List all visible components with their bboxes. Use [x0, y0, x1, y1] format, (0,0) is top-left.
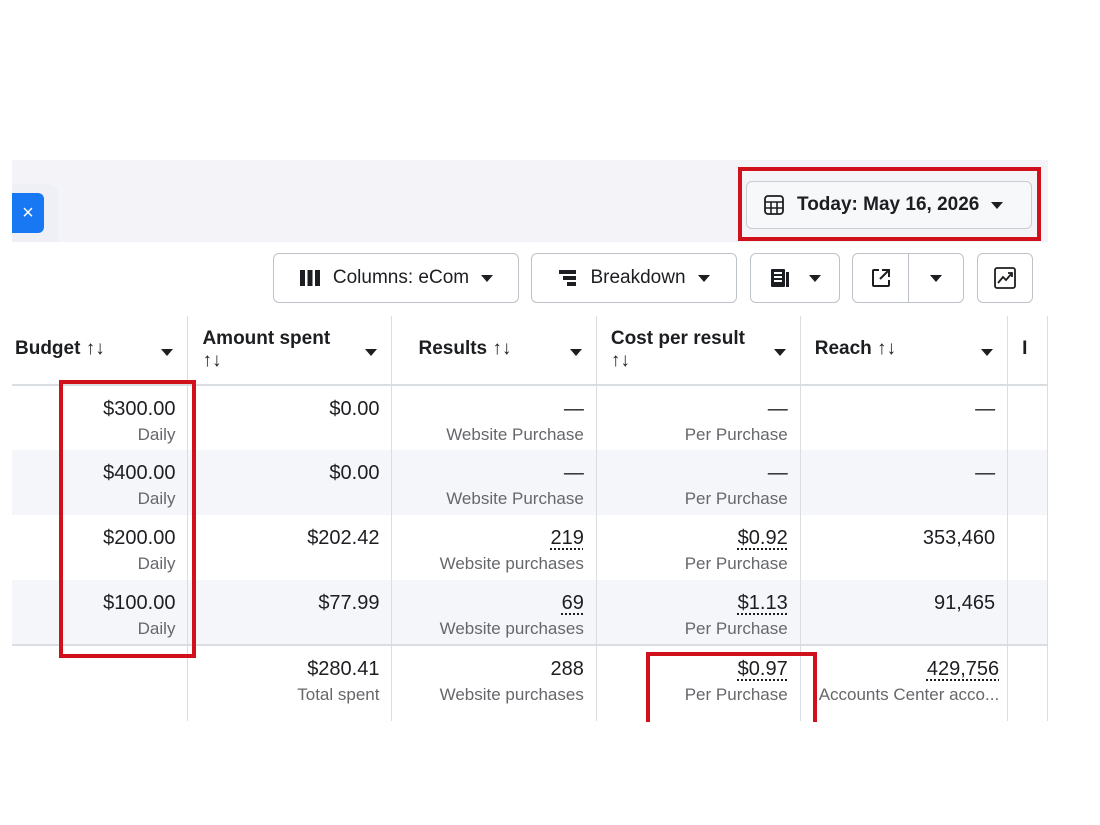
- chevron-down-icon: [981, 349, 994, 356]
- reach-value: 353,460: [922, 527, 996, 549]
- export-icon: [853, 254, 910, 302]
- cost-per-result-value[interactable]: $1.13: [737, 592, 788, 614]
- results-value[interactable]: 219: [550, 527, 584, 549]
- reach-value: —: [975, 398, 996, 420]
- close-icon[interactable]: ×: [12, 193, 44, 233]
- column-header-amount-spent[interactable]: Amount spent ↑↓: [187, 316, 393, 386]
- chevron-down-icon: [697, 274, 710, 282]
- chevron-down-icon: [481, 274, 494, 282]
- amount-spent-value: $0.00: [329, 462, 380, 484]
- column-header-next[interactable]: I: [1007, 316, 1048, 386]
- export-menu-button[interactable]: [909, 254, 963, 302]
- chart-button[interactable]: [977, 253, 1033, 303]
- campaign-table: Budget ↑↓ Amount spent ↑↓ Results ↑↓ Cos…: [12, 316, 1048, 721]
- budget-type: Daily: [137, 489, 176, 508]
- table-row[interactable]: $100.00 Daily $77.99 69 Website purchases …: [12, 580, 1048, 645]
- total-cost-label: Per Purchase: [684, 685, 788, 704]
- budget-value: $100.00: [103, 592, 176, 614]
- date-range-button[interactable]: Today: May 16, 2026: [746, 181, 1032, 229]
- highlight-box: [646, 652, 817, 722]
- cost-type: Per Purchase: [684, 554, 788, 573]
- cost-per-result-value: —: [767, 462, 788, 484]
- table-row[interactable]: $400.00 Daily $0.00 — Website Purchase — Pe…: [12, 450, 1048, 515]
- reports-button[interactable]: [750, 253, 840, 303]
- sort-icon: ↑↓: [610, 350, 630, 371]
- column-label: Budget: [15, 338, 81, 359]
- total-reach[interactable]: 429,756: [926, 658, 1000, 680]
- budget-type: Daily: [137, 425, 176, 444]
- trend-chart-icon: [993, 266, 1017, 290]
- table-row[interactable]: $200.00 Daily $202.42 219 Website purchase…: [12, 515, 1048, 580]
- columns-label: Columns: eCom: [332, 267, 470, 288]
- column-header-budget[interactable]: Budget ↑↓: [12, 316, 189, 386]
- breakdown-label: Breakdown: [590, 267, 686, 288]
- table-row[interactable]: $300.00 Daily $0.00 — Website Purchase — Pe…: [12, 385, 1048, 450]
- column-label: Amount spent: [202, 328, 331, 349]
- results-value[interactable]: 69: [561, 592, 584, 614]
- total-results-label: Website purchases: [439, 685, 584, 704]
- column-header-results[interactable]: Results ↑↓: [391, 316, 597, 386]
- budget-type: Daily: [137, 554, 176, 573]
- columns-button[interactable]: Columns: eCom: [273, 253, 519, 303]
- export-button[interactable]: [852, 253, 964, 303]
- chevron-down-icon: [569, 349, 582, 356]
- cost-type: Per Purchase: [684, 489, 788, 508]
- highlight-box: [738, 167, 1041, 241]
- highlight-box: [59, 380, 196, 658]
- sort-icon: ↑↓: [202, 350, 222, 371]
- chevron-down-icon: [991, 201, 1004, 209]
- column-label: Cost per result: [610, 328, 745, 349]
- total-reach-label: Accounts Center acco...: [818, 685, 1000, 704]
- chevron-down-icon: [930, 274, 943, 282]
- calendar-icon: [763, 194, 785, 216]
- column-label: I: [1022, 338, 1028, 359]
- results-type: Website Purchase: [446, 425, 584, 444]
- reports-icon: [769, 267, 791, 289]
- amount-spent-value: $77.99: [318, 592, 380, 614]
- chevron-down-icon: [365, 349, 378, 356]
- reach-value: 91,465: [934, 592, 996, 614]
- total-amount-label: Total spent: [297, 685, 380, 704]
- total-amount-spent: $280.41: [307, 658, 380, 680]
- amount-spent-value: $202.42: [307, 527, 380, 549]
- chevron-down-icon: [161, 349, 174, 356]
- breakdown-button[interactable]: Breakdown: [531, 253, 737, 303]
- column-header-cost-per-result[interactable]: Cost per result ↑↓: [596, 316, 801, 386]
- sort-icon: ↑↓: [85, 338, 105, 359]
- results-value: —: [563, 398, 584, 420]
- results-type: Website purchases: [439, 619, 584, 638]
- budget-value: $400.00: [103, 462, 176, 484]
- date-range-label: Today: May 16, 2026: [797, 194, 980, 215]
- table-header-row: Budget ↑↓ Amount spent ↑↓ Results ↑↓ Cos…: [12, 316, 1048, 386]
- budget-type: Daily: [137, 619, 176, 638]
- budget-value: $200.00: [103, 527, 176, 549]
- column-label: Results: [418, 338, 488, 359]
- total-cost-per-result[interactable]: $0.97: [737, 658, 788, 680]
- columns-icon: [299, 269, 321, 287]
- cost-per-result-value: —: [767, 398, 788, 420]
- chevron-down-icon: [809, 274, 821, 282]
- sort-icon: ↑↓: [877, 338, 897, 359]
- cost-type: Per Purchase: [684, 619, 788, 638]
- total-results: 288: [550, 658, 584, 680]
- chevron-down-icon: [773, 349, 786, 356]
- results-value: —: [563, 462, 584, 484]
- reach-value: —: [975, 462, 996, 484]
- ads-manager-panel: × Today: May 16, 2026 Columns: eCom Brea…: [12, 160, 1048, 722]
- breakdown-icon: [558, 268, 578, 288]
- results-type: Website Purchase: [446, 489, 584, 508]
- column-label: Reach: [814, 338, 872, 359]
- cost-type: Per Purchase: [684, 425, 788, 444]
- sort-icon: ↑↓: [492, 338, 512, 359]
- column-header-reach[interactable]: Reach ↑↓: [800, 316, 1009, 386]
- budget-value: $300.00: [103, 398, 176, 420]
- results-type: Website purchases: [439, 554, 584, 573]
- cost-per-result-value[interactable]: $0.92: [737, 527, 788, 549]
- amount-spent-value: $0.00: [329, 398, 380, 420]
